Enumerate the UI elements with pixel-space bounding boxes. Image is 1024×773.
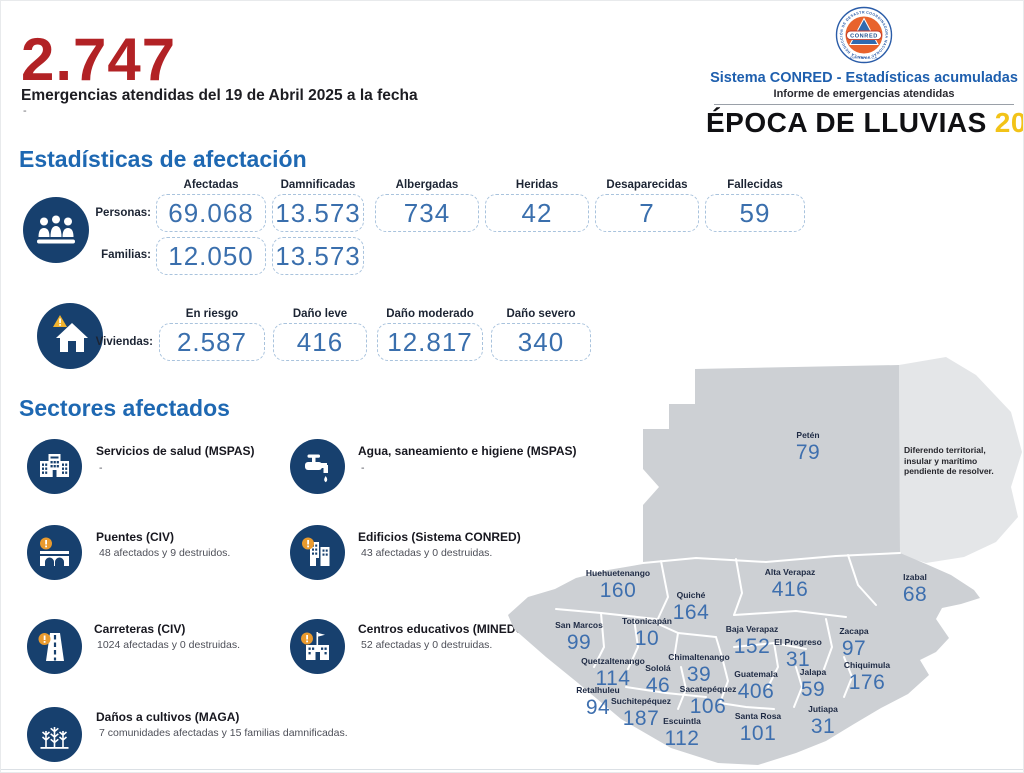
emergencies-subtitle: Emergencias atendidas del 19 de Abril 20… bbox=[21, 87, 418, 104]
col-heridas: Heridas bbox=[515, 179, 559, 191]
map-label-santa-rosa: Santa Rosa 101 bbox=[734, 711, 782, 745]
stat-personas-damnificadas: 13.573 bbox=[272, 194, 364, 232]
school-icon bbox=[290, 619, 345, 674]
col-afectadas: Afectadas bbox=[183, 179, 239, 191]
viviendas-row-label: Viviendas: bbox=[95, 336, 153, 348]
stat-personas-afectadas: 69.068 bbox=[156, 194, 266, 232]
stat-viviendas-riesgo: 2.587 bbox=[159, 323, 265, 361]
people-icon bbox=[23, 197, 89, 263]
org-title: Sistema CONRED - Estadísticas acumuladas bbox=[710, 70, 1018, 86]
road-icon bbox=[27, 619, 82, 674]
stat-viviendas-severo: 340 bbox=[491, 323, 591, 361]
map-label-huehuetenango: Huehuetenango 160 bbox=[585, 568, 651, 602]
stat-personas-heridas: 42 bbox=[485, 194, 589, 232]
map-label-guatemala: Guatemala 406 bbox=[734, 669, 778, 703]
season-year: 2025 bbox=[994, 107, 1024, 138]
stat-personas-desaparecidas: 7 bbox=[595, 194, 699, 232]
water-tap-icon bbox=[290, 439, 345, 494]
col-dano-leve: Daño leve bbox=[292, 308, 348, 320]
col-desaparecidas: Desaparecidas bbox=[606, 179, 688, 191]
sector-carreteras-title: Carreteras (CIV) bbox=[94, 622, 186, 636]
map-label-totonicapan: Totonicapán 10 bbox=[622, 616, 672, 650]
bridge-icon bbox=[27, 525, 82, 580]
stat-personas-albergadas: 734 bbox=[375, 194, 479, 232]
guatemala-map: Diferendo territorial, insular y marítim… bbox=[506, 357, 1023, 772]
logo-country-text: GUATEMALA, C.A. bbox=[850, 56, 878, 60]
map-label-quetzaltenango: Quetzaltenango 114 bbox=[581, 656, 645, 690]
map-label-quiche: Quiché 164 bbox=[672, 590, 710, 624]
crops-icon bbox=[27, 707, 82, 762]
map-label-alta-verapaz: Alta Verapaz 416 bbox=[764, 567, 816, 601]
season-banner: ÉPOCA DE LLUVIAS2025 bbox=[706, 107, 1024, 139]
sector-cultivos-title: Daños a cultivos (MAGA) bbox=[96, 710, 240, 724]
report-type: Informe de emergencias atendidas bbox=[773, 88, 955, 100]
col-en-riesgo: En riesgo bbox=[185, 308, 239, 320]
report-header: COORDINADORA NACIONAL PARA LA REDUCCIÓN … bbox=[706, 5, 1024, 139]
header-divider bbox=[714, 104, 1014, 105]
sector-edificios-detail: 43 afectadas y 0 destruidas. bbox=[361, 547, 493, 559]
sector-edificios-title: Edificios (Sistema CONRED) bbox=[358, 530, 521, 544]
stat-viviendas-leve: 416 bbox=[273, 323, 367, 361]
sector-cultivos-detail: 7 comunidades afectadas y 15 familias da… bbox=[99, 727, 348, 739]
map-label-solola: Sololá 46 bbox=[645, 663, 671, 697]
sector-salud-detail: - bbox=[99, 462, 103, 474]
section-title-afectacion: Estadísticas de afectación bbox=[19, 146, 307, 172]
sector-educativos-title: Centros educativos (MINEDUC) bbox=[358, 622, 537, 636]
map-label-zacapa: Zacapa 97 bbox=[839, 626, 869, 660]
map-label-suchitepequez: Suchitepéquez 187 bbox=[611, 696, 671, 730]
header-dash: - bbox=[23, 105, 27, 117]
sector-carreteras-detail: 1024 afectadas y 0 destruidas. bbox=[97, 639, 241, 651]
sector-agua-detail: - bbox=[361, 462, 365, 474]
logo-wordmark: CONRED bbox=[850, 33, 878, 39]
stat-familias-damnificadas: 13.573 bbox=[272, 237, 364, 275]
sector-agua-title: Agua, saneamiento e higiene (MSPAS) bbox=[358, 444, 577, 458]
col-damnificadas: Damnificadas bbox=[280, 179, 356, 191]
map-label-chimaltenango: Chimaltenango 39 bbox=[668, 652, 730, 686]
stat-personas-fallecidas: 59 bbox=[705, 194, 805, 232]
bottom-divider bbox=[1, 769, 1023, 770]
col-albergadas: Albergadas bbox=[395, 179, 459, 191]
building-icon bbox=[290, 525, 345, 580]
guatemala-map-shape bbox=[508, 357, 1022, 765]
map-label-escuintla: Escuintla 112 bbox=[663, 716, 701, 750]
sector-salud-title: Servicios de salud (MSPAS) bbox=[96, 444, 255, 458]
sector-puentes-detail: 48 afectados y 9 destruidos. bbox=[99, 547, 231, 559]
map-label-peten: Petén 79 bbox=[795, 430, 821, 464]
stat-viviendas-moderado: 12.817 bbox=[377, 323, 483, 361]
sector-puentes-title: Puentes (CIV) bbox=[96, 530, 175, 544]
map-label-jutiapa: Jutiapa 31 bbox=[808, 704, 838, 738]
map-label-san-marcos: San Marcos 99 bbox=[555, 620, 603, 654]
stat-familias-afectadas: 12.050 bbox=[156, 237, 266, 275]
col-fallecidas: Fallecidas bbox=[727, 179, 783, 191]
season-title: ÉPOCA DE LLUVIAS bbox=[706, 107, 987, 138]
map-label-retalhuleu: Retalhuleu 94 bbox=[576, 685, 620, 719]
map-label-baja-verapaz: Baja Verapaz 152 bbox=[725, 624, 779, 658]
hospital-icon bbox=[27, 439, 82, 494]
col-dano-severo: Daño severo bbox=[506, 308, 576, 320]
conred-logo-icon: COORDINADORA NACIONAL PARA LA REDUCCIÓN … bbox=[816, 5, 893, 64]
map-label-izabal: Izabal 68 bbox=[902, 572, 928, 606]
map-label-jalapa: Jalapa 59 bbox=[799, 667, 827, 701]
section-title-sectores: Sectores afectados bbox=[19, 395, 230, 421]
sector-educativos-detail: 52 afectadas y 0 destruidas. bbox=[361, 639, 493, 651]
emergencies-total: 2.747 bbox=[21, 26, 177, 93]
map-label-el-progreso: El Progreso 31 bbox=[774, 637, 822, 671]
territorial-dispute-note: Diferendo territorial, insular y marítim… bbox=[904, 445, 994, 477]
map-label-chiquimula: Chiquimula 176 bbox=[843, 660, 891, 694]
familias-row-label: Familias: bbox=[101, 249, 151, 261]
personas-row-label: Personas: bbox=[95, 207, 151, 219]
house-warning-icon bbox=[37, 303, 103, 369]
map-label-sacatepequez: Sacatepéquez 106 bbox=[679, 684, 737, 718]
col-dano-moderado: Daño moderado bbox=[386, 308, 474, 320]
